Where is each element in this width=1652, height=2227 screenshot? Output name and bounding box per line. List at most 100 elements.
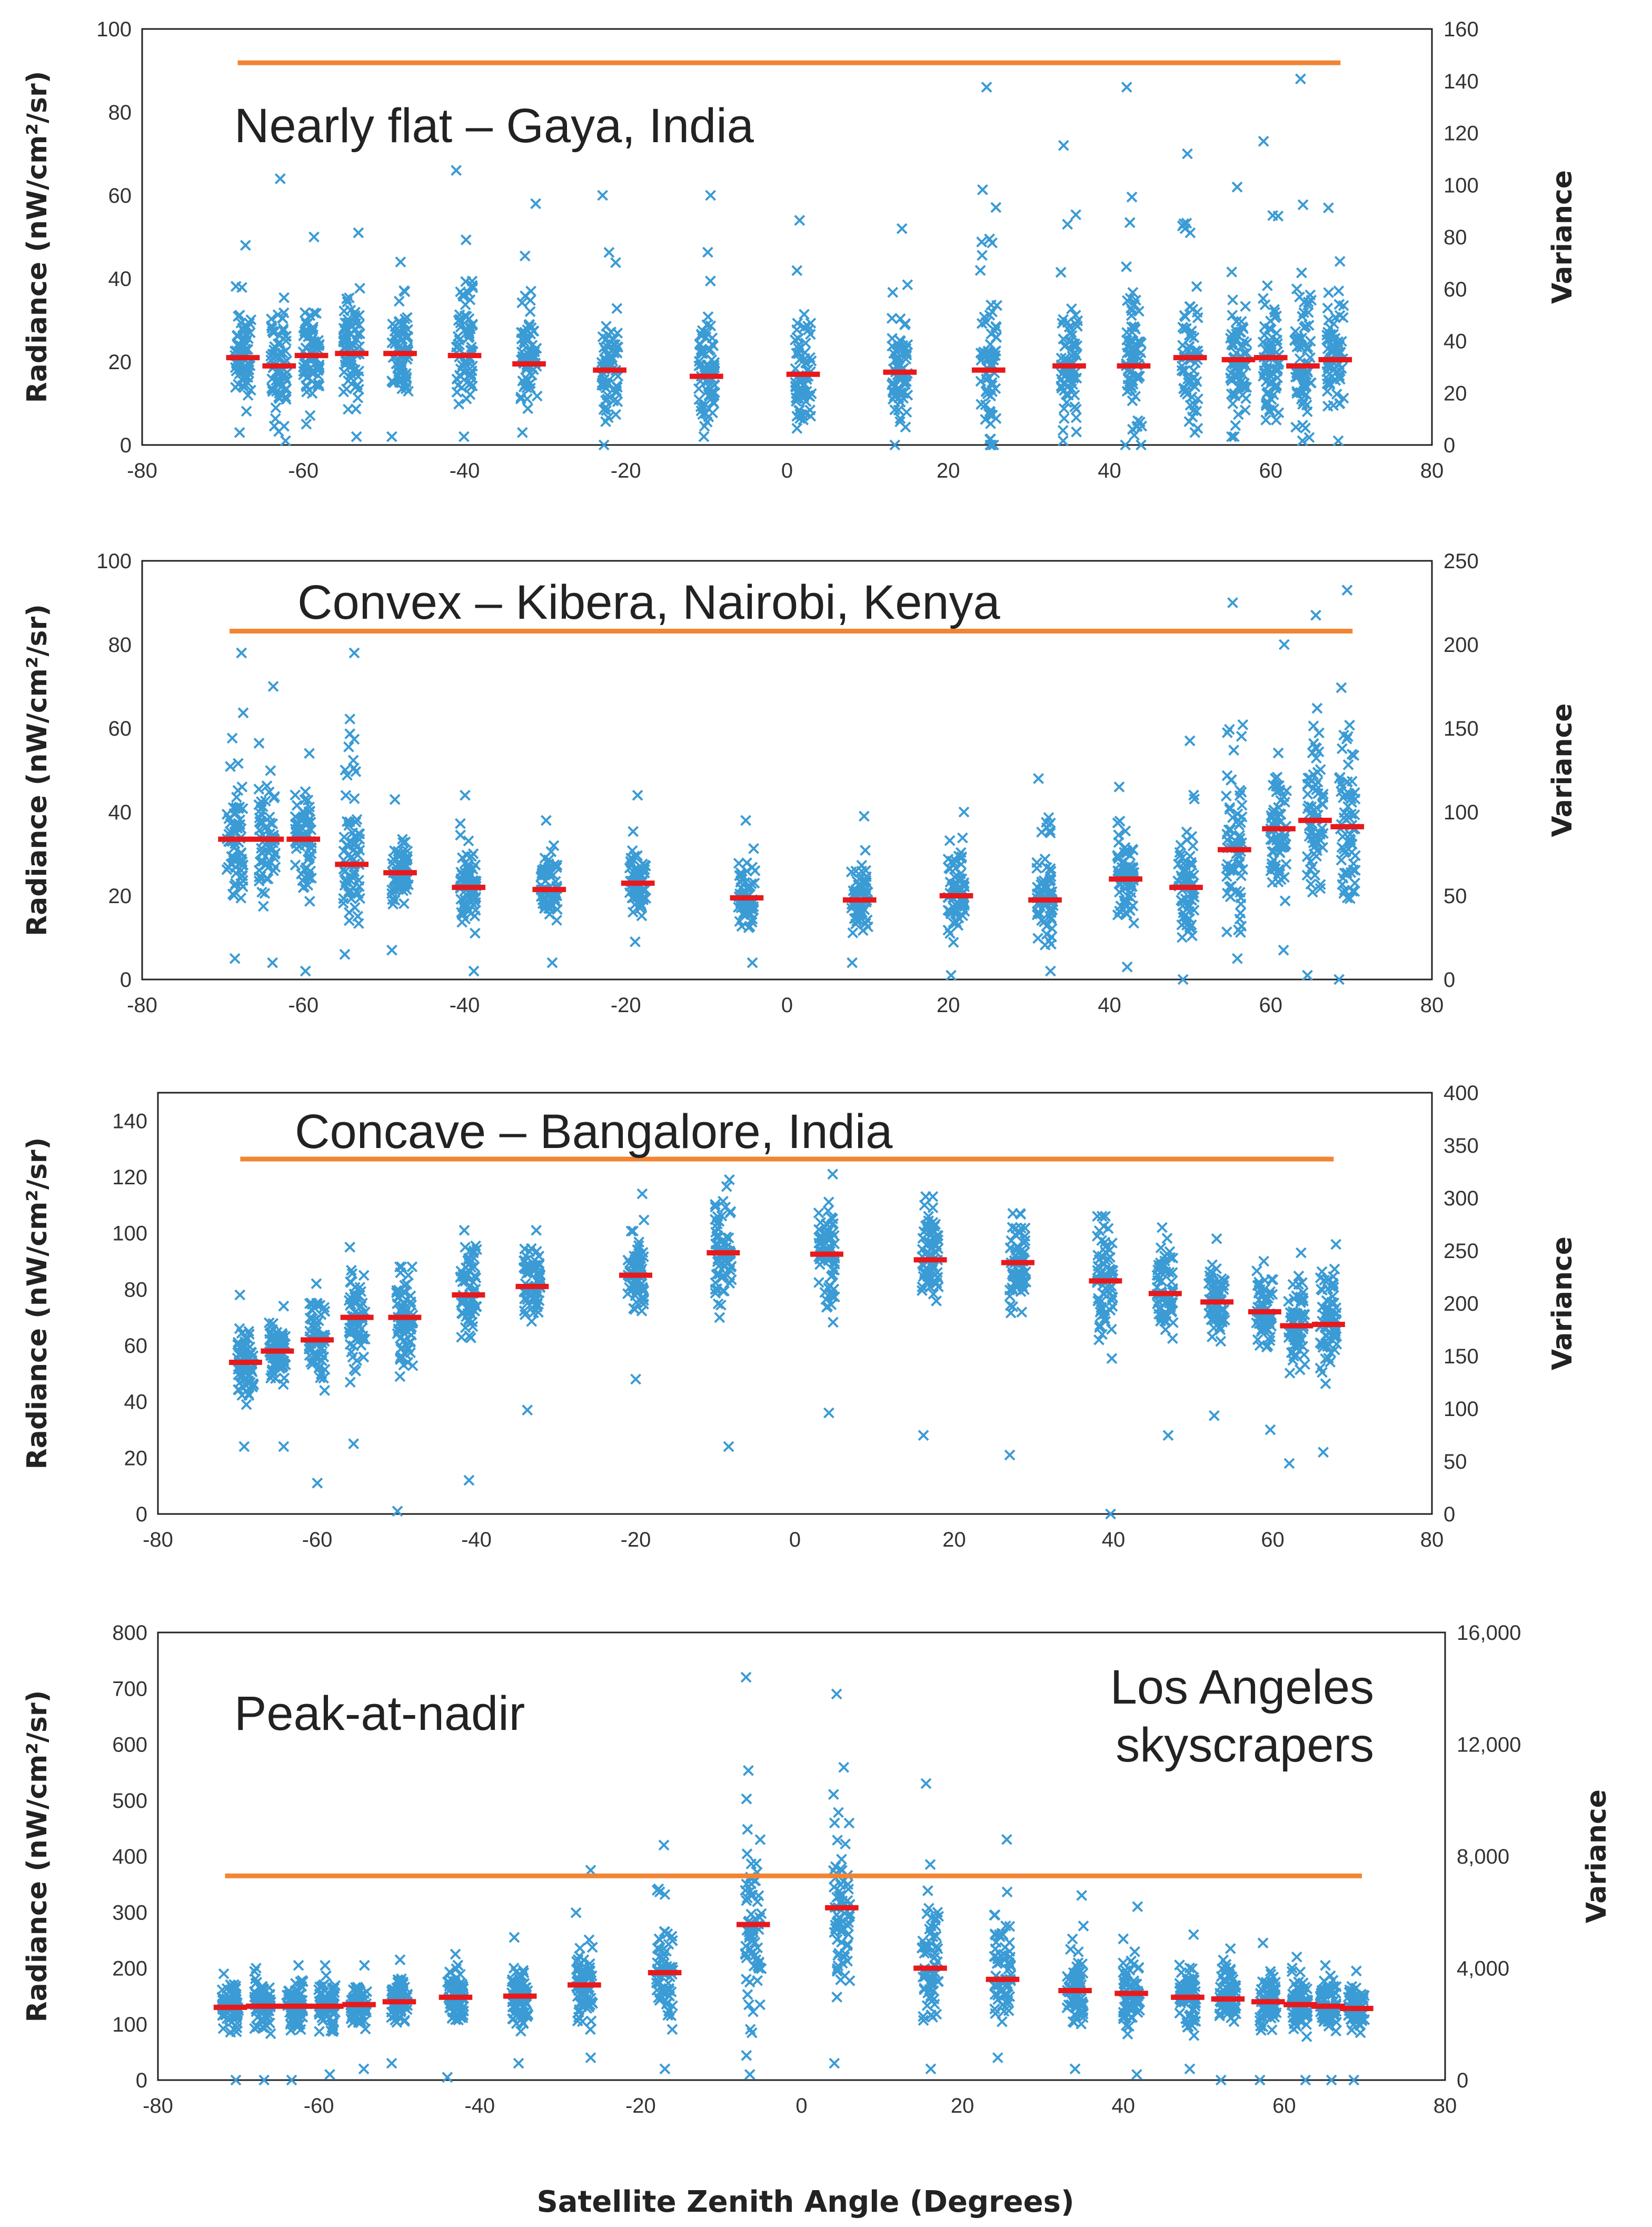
radiance-point (261, 820, 272, 832)
radiance-point (235, 317, 247, 329)
radiance-point (1133, 305, 1145, 317)
radiance-point (1336, 743, 1348, 755)
radiance-point (245, 314, 257, 325)
radiance-point (1062, 316, 1073, 328)
radiance-point (386, 2057, 397, 2069)
radiance-point (1167, 1333, 1178, 1344)
y2-tick-label: 16,000 (1457, 1621, 1521, 1645)
radiance-point (659, 2063, 671, 2075)
radiance-point (353, 875, 364, 886)
y2-tick-label: 50 (1444, 1450, 1467, 1473)
radiance-point (300, 965, 311, 977)
radiance-point (1188, 365, 1199, 377)
radiance-point (1332, 435, 1344, 447)
radiance-point (1178, 218, 1190, 230)
radiance-point (1328, 329, 1339, 340)
radiance-point (451, 165, 462, 176)
y-tick-label: 600 (112, 1734, 147, 1757)
radiance-point (706, 339, 718, 350)
radiance-point (273, 391, 284, 403)
y-tick-label: 120 (112, 1166, 147, 1189)
radiance-point (842, 1895, 853, 1906)
radiance-point (1166, 1276, 1177, 1288)
radiance-point (1192, 422, 1203, 434)
radiance-point (1302, 788, 1313, 800)
radiance-point (723, 1441, 734, 1452)
radiance-point (831, 1991, 843, 2003)
radiance-point (468, 965, 480, 977)
radiance-point (828, 1789, 839, 1800)
radiance-point (396, 834, 408, 845)
x-tick-label: 60 (1259, 994, 1283, 1017)
radiance-point (280, 435, 291, 447)
radiance-point (1306, 377, 1317, 389)
radiance-point (1237, 340, 1248, 351)
y-tick-label: 100 (96, 550, 132, 573)
radiance-point (454, 818, 466, 829)
radiance-point (1058, 435, 1069, 447)
radiance-point (240, 362, 251, 374)
radiance-point (1182, 148, 1193, 160)
radiance-point (1238, 381, 1250, 393)
radiance-point (584, 2024, 596, 2035)
radiance-point (919, 1200, 930, 1211)
radiance-point (1191, 405, 1202, 417)
radiance-point (1191, 281, 1202, 292)
radiance-point (1127, 287, 1139, 298)
radiance-point (981, 384, 993, 396)
radiance-point (466, 850, 477, 862)
radiance-point (349, 793, 360, 804)
radiance-point (242, 377, 253, 389)
radiance-point (636, 910, 648, 922)
radiance-point (747, 957, 758, 968)
radiance-point (980, 316, 992, 328)
radiance-point (1106, 1353, 1118, 1364)
radiance-point (343, 820, 355, 831)
radiance-point (528, 350, 540, 362)
y2-tick-label: 300 (1444, 1187, 1479, 1210)
radiance-point (1001, 1834, 1012, 1845)
x-tick-label: 0 (781, 994, 793, 1017)
radiance-point (1124, 384, 1136, 395)
radiance-point (1124, 217, 1136, 229)
y2-tick-label: 100 (1444, 1398, 1479, 1421)
radiance-point (391, 329, 402, 340)
radiance-point (471, 876, 482, 887)
radiance-point (743, 1765, 754, 1776)
radiance-point (794, 404, 805, 416)
radiance-point (1181, 389, 1193, 400)
radiance-point (343, 741, 354, 753)
radiance-point (340, 876, 352, 888)
y2-axis-title: Variance (1547, 170, 1578, 304)
radiance-point (462, 859, 474, 870)
radiance-point (1283, 1458, 1295, 1469)
radiance-point (793, 393, 805, 404)
radiance-point (740, 1671, 752, 1683)
radiance-point (636, 1188, 648, 1200)
radiance-point (241, 1399, 252, 1410)
radiance-point (1177, 321, 1189, 333)
radiance-point (1162, 1430, 1174, 1441)
radiance-point (1231, 953, 1243, 964)
y-tick-label: 800 (112, 1621, 147, 1645)
panel-title: Concave – Bangalore, India (295, 1105, 893, 1159)
radiance-point (799, 309, 810, 320)
radiance-point (273, 425, 284, 437)
radiance-point (290, 789, 301, 801)
radiance-point (886, 313, 898, 324)
radiance-point (1226, 266, 1238, 278)
panel-concave-bangalore: -80 -60 -40 -20 0 20 40 60 800204060801001201400… (22, 1082, 1578, 1551)
radiance-point (524, 306, 536, 318)
radiance-point (813, 1207, 824, 1219)
radiance-point (902, 389, 913, 401)
x-tick-label: 0 (789, 1528, 801, 1551)
scatter-points (229, 73, 1349, 451)
radiance-point (400, 332, 412, 343)
radiance-point (351, 431, 362, 442)
radiance-point (339, 866, 351, 878)
radiance-point (1305, 335, 1316, 347)
radiance-point (1324, 379, 1336, 390)
y2-tick-label: 200 (1444, 634, 1479, 657)
radiance-point (394, 882, 405, 894)
radiance-point (459, 356, 470, 368)
